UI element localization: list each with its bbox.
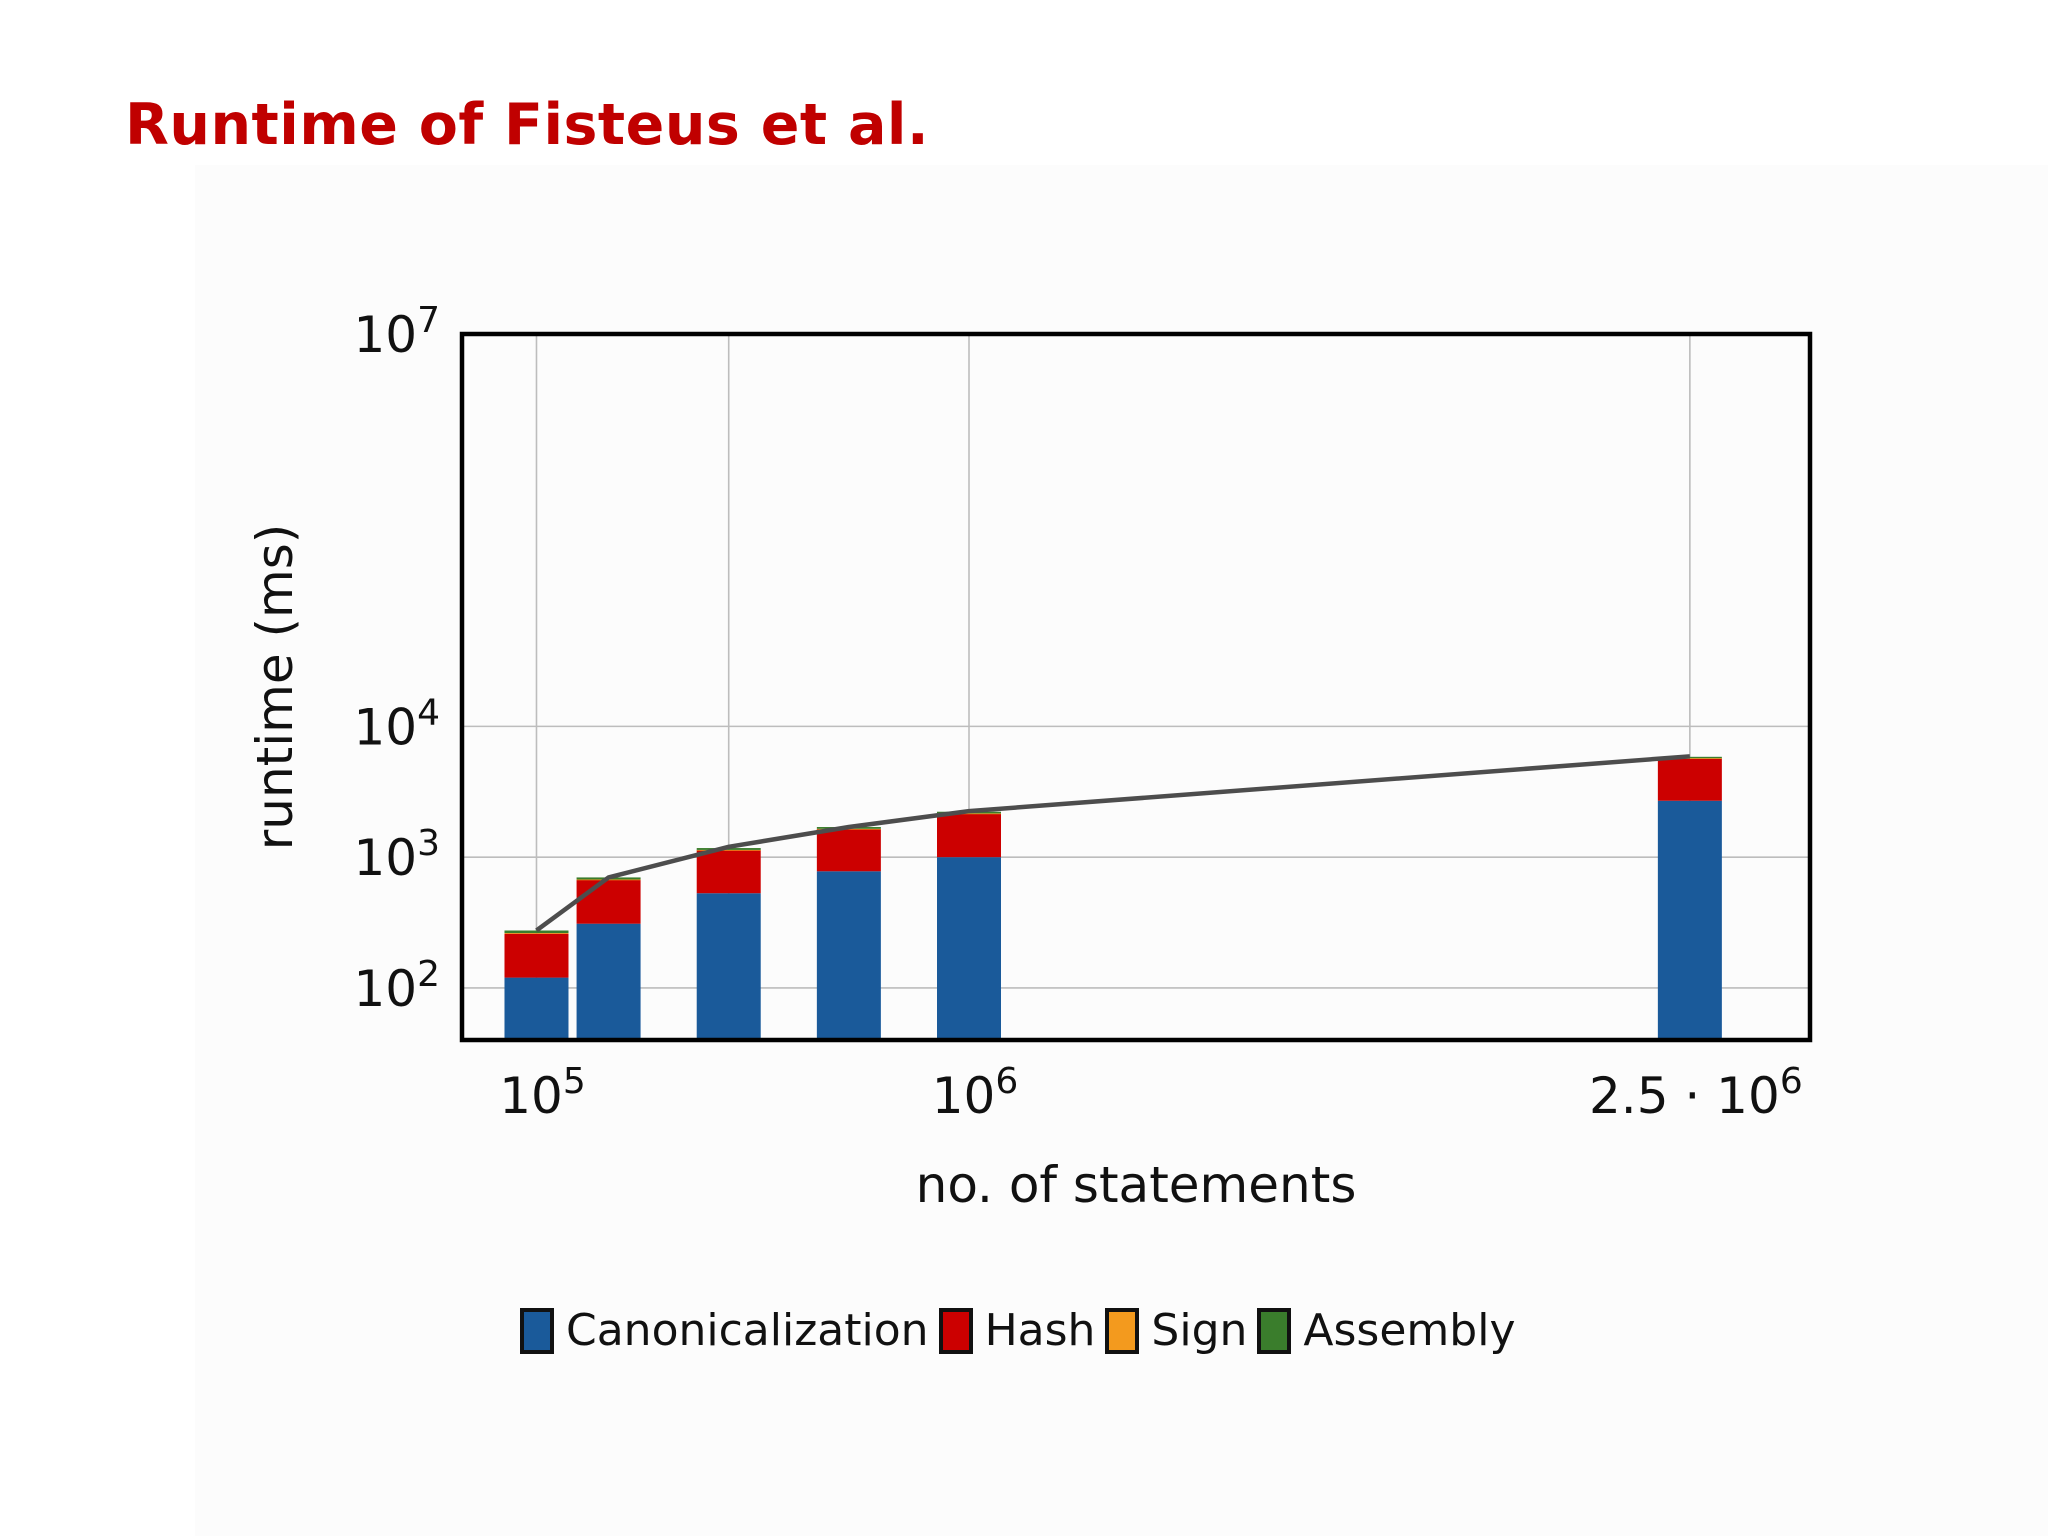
y-tick-label-0-exponent: 2 <box>417 954 440 995</box>
legend-swatch-sign <box>1105 1307 1140 1354</box>
line-layer <box>535 754 1691 933</box>
x-tick-label-1-base: 10 <box>932 1067 996 1125</box>
y-axis-label: runtime (ms) <box>246 524 304 851</box>
plot-frame <box>459 331 1813 1043</box>
x-tick-label-2: 2.5 · 106 <box>1589 1061 1803 1125</box>
x-axis-label: no. of statements <box>916 1156 1357 1214</box>
bar-sign-2 <box>696 849 761 851</box>
bar-layer <box>504 756 1722 1040</box>
x-tick-label-0-base: 10 <box>499 1067 563 1125</box>
bar-hash-3 <box>816 829 881 872</box>
bar-canonicalization-1 <box>576 923 641 1040</box>
bar-canonicalization-3 <box>816 871 881 1040</box>
legend-swatch-hash <box>938 1307 973 1354</box>
bar-canonicalization-2 <box>696 893 761 1040</box>
y-tick-label-1-exponent: 3 <box>417 823 440 864</box>
bar-canonicalization-4 <box>937 857 1002 1040</box>
legend-label-assembly: Assembly <box>1303 1305 1516 1356</box>
chart-legend: Canonicalization Hash Sign Assembly <box>520 1305 1525 1356</box>
legend-swatch-assembly <box>1257 1307 1292 1354</box>
legend-swatch-canonicalization <box>520 1307 554 1354</box>
bar-hash-4 <box>937 813 1002 858</box>
y-tick-label-0-base: 10 <box>353 960 417 1018</box>
legend-label-canonicalization: Canonicalization <box>566 1305 929 1356</box>
bar-sign-0 <box>504 933 569 934</box>
y-tick-label-1: 103 <box>353 823 440 887</box>
bar-canonicalization-0 <box>504 977 569 1040</box>
legend-item-canonicalization: Canonicalization <box>520 1305 929 1356</box>
y-tick-label-0: 102 <box>353 954 440 1018</box>
y-tick-label-2: 104 <box>353 692 440 756</box>
grid-layer <box>462 334 1810 1040</box>
y-tick-label-3-base: 10 <box>353 306 417 364</box>
bar-sign-4 <box>937 813 1002 815</box>
y-tick-label-2-base: 10 <box>353 698 417 756</box>
x-tick-label-2-base: 2.5 · 10 <box>1589 1067 1780 1125</box>
trend-line <box>535 754 1691 933</box>
y-tick-label-1-base: 10 <box>353 829 417 887</box>
x-tick-label-1: 106 <box>932 1061 1019 1125</box>
legend-label-sign: Sign <box>1151 1305 1248 1356</box>
x-tick-label-0: 105 <box>499 1061 586 1125</box>
bar-hash-2 <box>696 850 761 894</box>
legend-item-sign: Sign <box>1105 1305 1247 1356</box>
y-tick-label-3: 107 <box>353 300 440 364</box>
x-tick-label-2-exponent: 6 <box>1780 1061 1803 1102</box>
bar-assembly-0 <box>504 930 569 934</box>
bar-canonicalization-5 <box>1657 800 1722 1040</box>
bar-hash-0 <box>504 933 569 978</box>
bar-hash-5 <box>1657 758 1722 801</box>
y-tick-label-2-exponent: 4 <box>417 692 440 733</box>
bar-hash-1 <box>576 879 641 924</box>
y-tick-label-3-exponent: 7 <box>417 300 440 341</box>
x-tick-label-1-exponent: 6 <box>995 1061 1018 1102</box>
legend-label-hash: Hash <box>984 1305 1096 1356</box>
slide-title: Runtime of Fisteus et al. <box>125 92 930 158</box>
legend-item-assembly: Assembly <box>1257 1305 1515 1356</box>
legend-item-hash: Hash <box>938 1305 1096 1356</box>
x-tick-label-0-exponent: 5 <box>563 1061 586 1102</box>
